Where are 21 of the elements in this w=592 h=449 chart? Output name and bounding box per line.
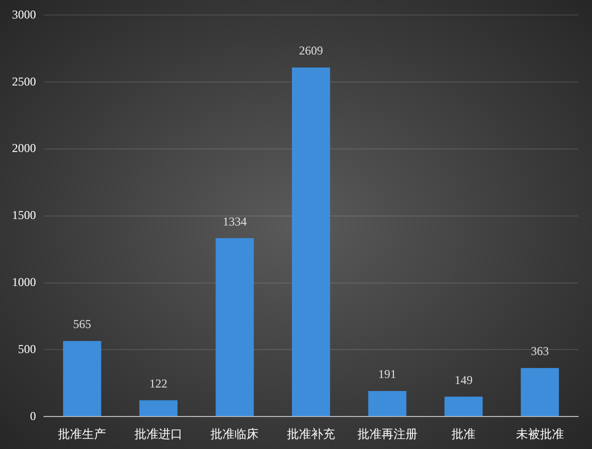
x-tick-label: 批准进口 [134, 426, 182, 441]
x-tick-label: 批准再注册 [357, 426, 418, 441]
data-label: 1334 [222, 214, 247, 228]
data-label: 149 [454, 372, 473, 387]
x-tick-label: 批准补充 [287, 426, 335, 441]
data-label: 191 [378, 367, 396, 382]
y-tick-label: 2000 [12, 141, 36, 156]
data-label: 122 [149, 376, 168, 390]
data-label: 2609 [299, 44, 323, 58]
x-tick-label: 批准 [452, 426, 476, 441]
x-tick-label: 批准临床 [210, 426, 259, 441]
y-tick-label: 500 [18, 342, 36, 356]
y-tick-label: 1000 [12, 274, 36, 289]
y-tick-label: 0 [30, 408, 36, 423]
data-label: 363 [530, 344, 549, 358]
y-tick-label: 2500 [12, 74, 36, 88]
data-label: 565 [73, 317, 92, 332]
x-tick-label: 批准生产 [58, 426, 106, 441]
y-tick-label: 3000 [12, 7, 36, 22]
x-tick-label: 未被批准 [516, 426, 564, 441]
y-tick-label: 1500 [12, 208, 36, 222]
